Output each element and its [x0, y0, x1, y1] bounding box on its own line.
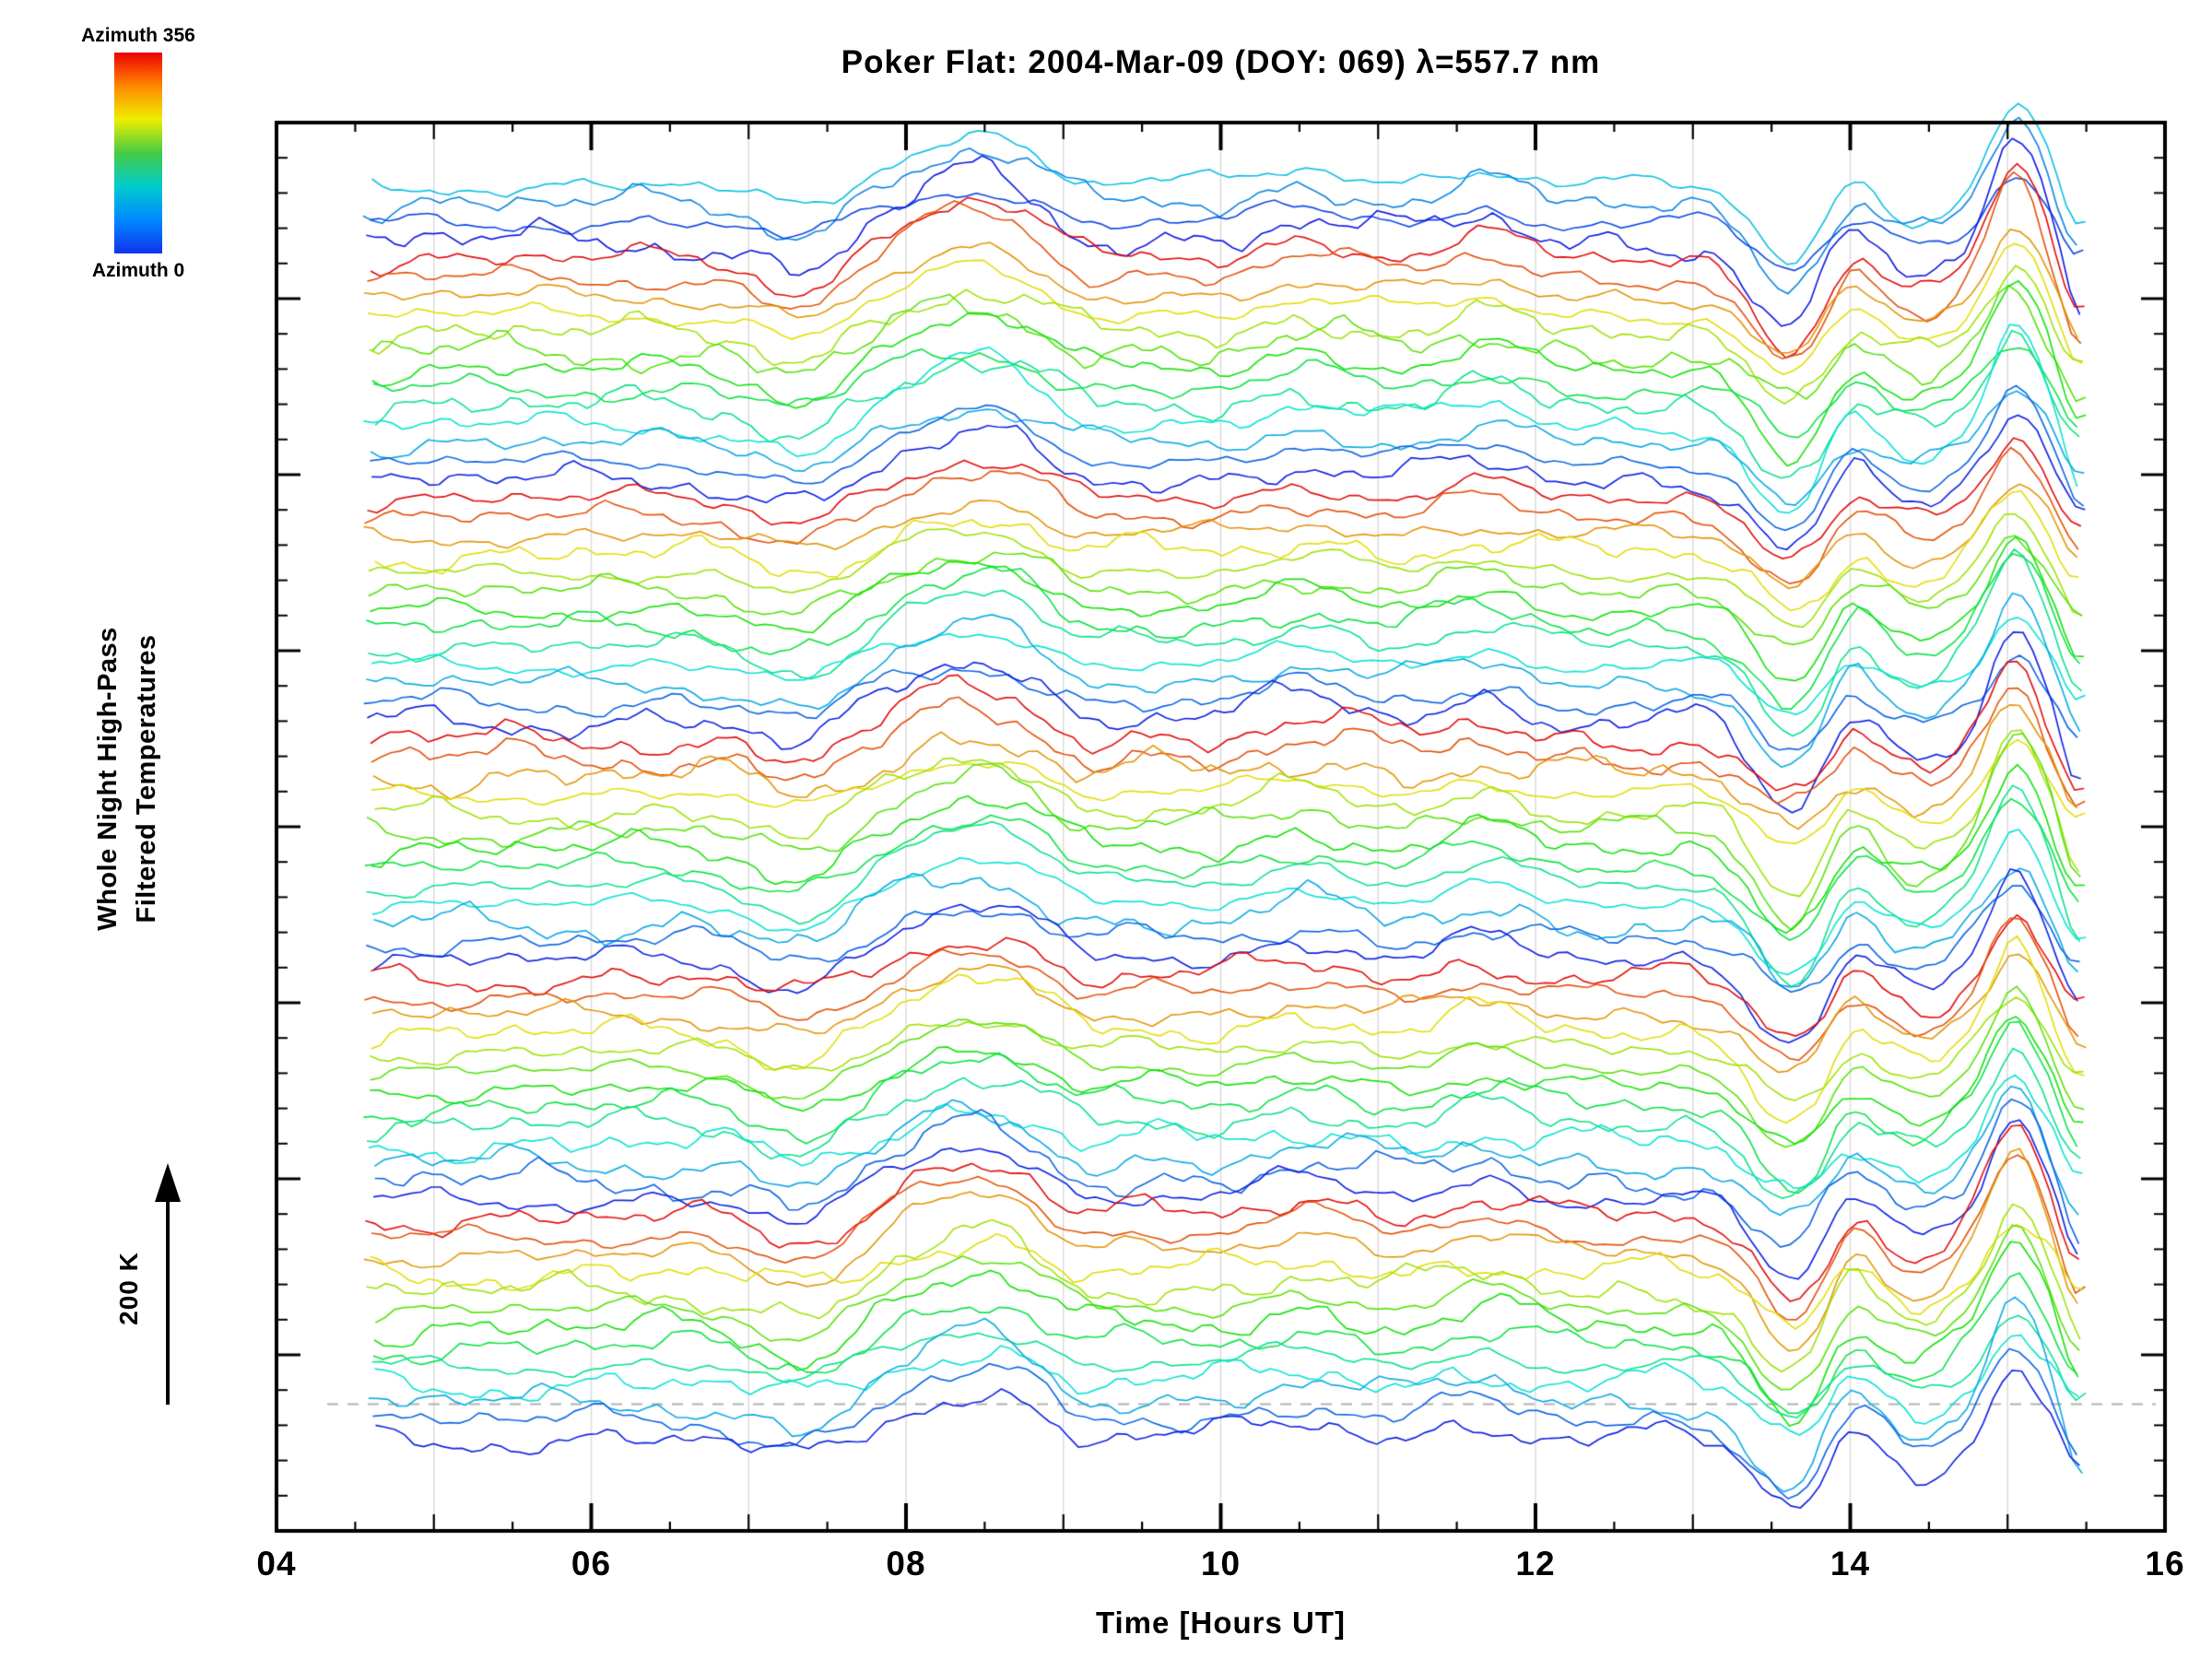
y-axis-label: Whole Night High-Pass Filtered Temperatu… — [88, 627, 166, 931]
x-axis-label: Time [Hours UT] — [1095, 1606, 1347, 1640]
x-tick-label: 06 — [571, 1545, 612, 1583]
y-axis-label-line2: Filtered Temperatures — [132, 634, 161, 924]
chart-title: Poker Flat: 2004-Mar-09 (DOY: 069) λ=557… — [841, 44, 1601, 80]
y-axis-label-line1: Whole Night High-Pass — [92, 627, 123, 931]
x-axis-tick-labels: 04 06 08 10 12 14 16 — [0, 1545, 2212, 1591]
colorbar-gradient-icon — [114, 53, 162, 254]
x-tick-label: 04 — [256, 1545, 297, 1583]
scale-arrow-label: 200 K — [114, 1252, 143, 1325]
x-tick-label: 16 — [2145, 1545, 2185, 1583]
x-tick-label: 08 — [886, 1545, 926, 1583]
scale-arrow-icon — [155, 1163, 181, 1405]
colorbar-top-label: Azimuth 356 — [81, 25, 195, 46]
colorbar: Azimuth 356 Azimuth 0 — [74, 24, 203, 282]
x-tick-label: 10 — [1200, 1545, 1241, 1583]
x-tick-label: 12 — [1515, 1545, 1556, 1583]
colorbar-bottom-label: Azimuth 0 — [91, 260, 185, 282]
x-tick-label: 14 — [1830, 1545, 1871, 1583]
